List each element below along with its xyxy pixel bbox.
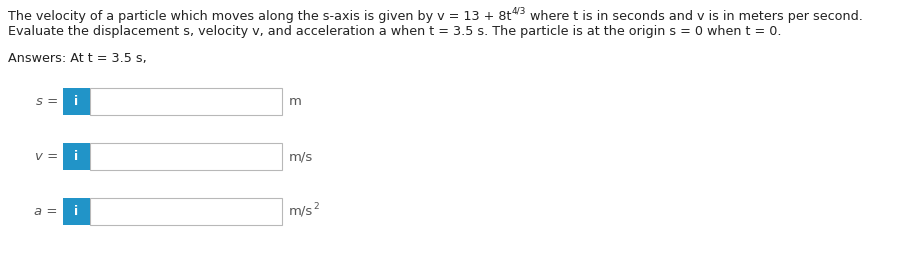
FancyBboxPatch shape	[63, 198, 90, 225]
Text: Evaluate the displacement s, velocity v, and acceleration a when t = 3.5 s. The : Evaluate the displacement s, velocity v,…	[8, 25, 781, 38]
Text: v =: v =	[35, 150, 58, 163]
Text: i: i	[74, 95, 78, 108]
Text: Answers: At t = 3.5 s,: Answers: At t = 3.5 s,	[8, 52, 147, 65]
FancyBboxPatch shape	[90, 143, 282, 170]
Text: 2: 2	[313, 202, 319, 211]
Text: m/s: m/s	[289, 150, 313, 163]
Text: s =: s =	[36, 95, 58, 108]
Text: m/s: m/s	[289, 205, 313, 218]
Text: i: i	[74, 150, 78, 163]
Text: i: i	[74, 205, 78, 218]
Text: The velocity of a particle which moves along the s-axis is given by v = 13 + 8t: The velocity of a particle which moves a…	[8, 10, 512, 23]
FancyBboxPatch shape	[63, 143, 90, 170]
Text: 4/3: 4/3	[512, 6, 526, 16]
FancyBboxPatch shape	[90, 198, 282, 225]
Text: m: m	[289, 95, 301, 108]
Text: where t is in seconds and v is in meters per second.: where t is in seconds and v is in meters…	[526, 10, 863, 23]
Text: a =: a =	[35, 205, 58, 218]
FancyBboxPatch shape	[90, 88, 282, 115]
FancyBboxPatch shape	[63, 88, 90, 115]
